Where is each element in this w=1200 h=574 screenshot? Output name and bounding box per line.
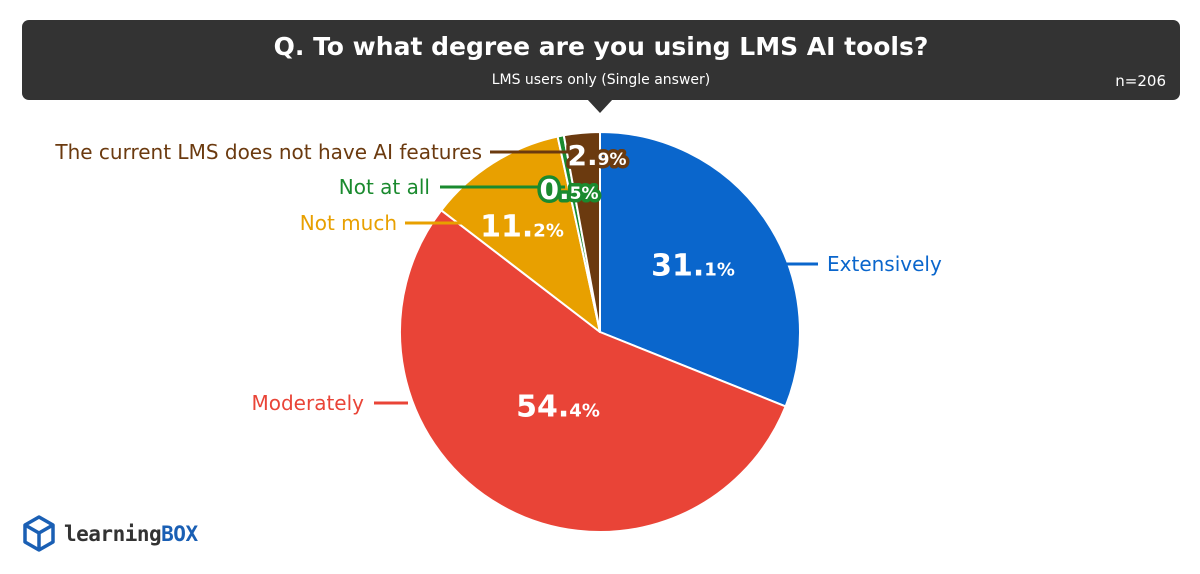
chart-title: Q. To what degree are you using LMS AI t… xyxy=(273,32,929,61)
chart-subtitle: LMS users only (Single answer) xyxy=(491,72,711,88)
slice-label-3: Not much xyxy=(300,211,397,235)
slice-value-3: 11.2% xyxy=(480,210,564,245)
slice-value-2: 54.4% xyxy=(516,390,600,425)
sample-size: n=206 xyxy=(1115,72,1166,90)
pie-slices xyxy=(398,130,801,533)
brand-name-part-1: learning xyxy=(64,522,162,546)
slice-label-4: Not at all xyxy=(339,175,430,199)
brand-logo: learningBOX xyxy=(22,514,198,554)
slice-value-4: 0.5% xyxy=(540,173,599,206)
pie-slice-5 xyxy=(562,130,601,333)
pie-slice-2 xyxy=(398,209,787,533)
brand-name: learningBOX xyxy=(64,522,198,546)
header-pointer xyxy=(587,99,613,113)
cube-icon xyxy=(23,515,55,552)
chart-header: Q. To what degree are you using LMS AI t… xyxy=(22,20,1180,100)
pie-slice-1 xyxy=(599,131,801,408)
slice-label-2: Moderately xyxy=(251,391,364,415)
slice-label-5: The current LMS does not have AI feature… xyxy=(54,140,482,164)
slice-label-1: Extensively xyxy=(827,252,942,276)
brand-name-part-2: BOX xyxy=(161,522,198,546)
pie-slice-3 xyxy=(440,135,601,333)
slice-value-1: 31.1% xyxy=(651,249,735,284)
slice-value-5: 2.9% xyxy=(568,139,627,172)
pie-labels: Extensively 31.1% Moderately 54.4% Not much 1… xyxy=(54,135,942,425)
